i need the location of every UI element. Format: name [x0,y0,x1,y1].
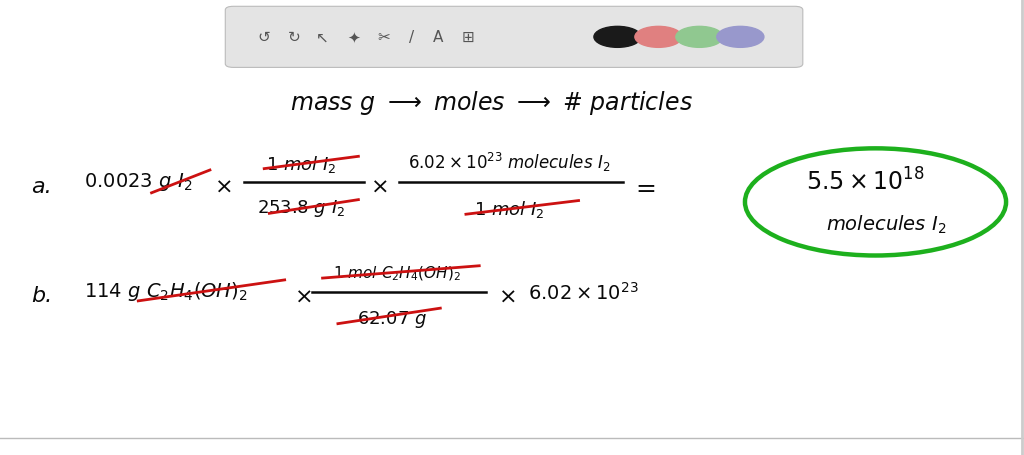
Text: ⊞: ⊞ [462,30,474,45]
Text: $=$: $=$ [631,175,655,198]
Ellipse shape [745,149,1006,256]
Text: ↻: ↻ [288,30,300,45]
Circle shape [676,27,723,48]
Text: ↺: ↺ [258,30,270,45]
Text: $1\ mol\ I_2$: $1\ mol\ I_2$ [473,199,545,220]
Text: $\times$: $\times$ [498,286,516,306]
Text: /: / [409,30,415,45]
Text: $\times$: $\times$ [214,177,232,197]
Text: a.: a. [31,177,51,197]
Text: $6.02\times10^{23}\ molecules\ I_2$: $6.02\times10^{23}\ molecules\ I_2$ [408,151,610,174]
Text: $molecules\ I_2$: $molecules\ I_2$ [825,213,946,235]
Text: ✂: ✂ [378,30,390,45]
Text: $1\ mol\ I_2$: $1\ mol\ I_2$ [265,153,337,174]
Text: $62.07\ g$: $62.07\ g$ [357,308,427,329]
Circle shape [594,27,641,48]
FancyBboxPatch shape [225,7,803,68]
Text: $\times$: $\times$ [294,286,312,306]
Text: ✦: ✦ [347,30,359,45]
Text: $0.0023\ g\ I_2$: $0.0023\ g\ I_2$ [84,171,193,193]
Circle shape [635,27,682,48]
Text: $1\ mol\ C_2H_4(OH)_2$: $1\ mol\ C_2H_4(OH)_2$ [334,264,461,282]
Text: $\times$: $\times$ [370,177,388,197]
Text: A: A [433,30,443,45]
Text: $114\ g\ C_2H_4(OH)_2$: $114\ g\ C_2H_4(OH)_2$ [84,280,248,303]
Text: $253.8\ g\ I_2$: $253.8\ g\ I_2$ [257,198,345,219]
Text: $mass\ g\ \longrightarrow\ moles\ \longrightarrow\ \#\ particles$: $mass\ g\ \longrightarrow\ moles\ \longr… [290,88,693,116]
Circle shape [717,27,764,48]
Text: b.: b. [31,286,52,306]
Text: $5.5\times10^{18}$: $5.5\times10^{18}$ [806,168,925,196]
Text: $6.02\times10^{23}$: $6.02\times10^{23}$ [528,281,639,303]
Text: ↖: ↖ [316,30,329,45]
